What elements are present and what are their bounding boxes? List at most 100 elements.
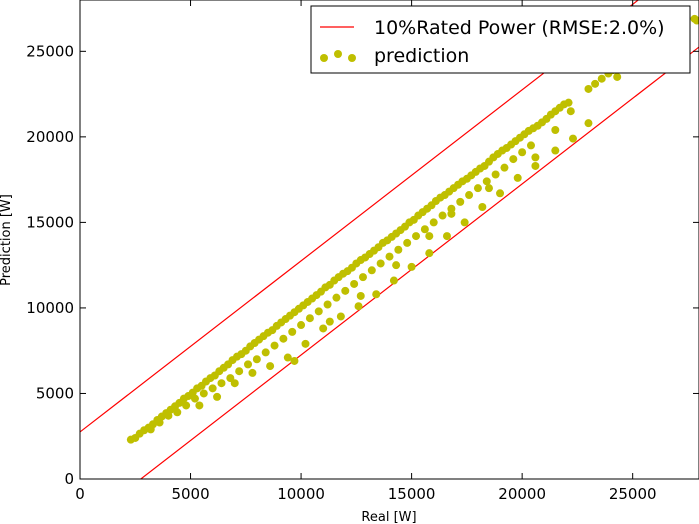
data-point xyxy=(190,394,199,403)
data-point xyxy=(518,148,527,157)
data-point xyxy=(367,266,376,275)
data-point xyxy=(564,98,573,107)
data-point xyxy=(332,293,341,302)
y-tick-label: 25000 xyxy=(26,42,74,60)
y-tick-label: 20000 xyxy=(26,128,74,146)
data-point xyxy=(531,153,540,162)
data-point xyxy=(425,249,434,258)
data-point xyxy=(613,72,622,81)
data-point xyxy=(376,259,385,268)
plot-area xyxy=(79,0,699,480)
data-point xyxy=(195,401,204,410)
data-point xyxy=(385,252,394,261)
data-point xyxy=(482,177,491,186)
data-point xyxy=(208,384,217,393)
data-point xyxy=(173,408,182,417)
data-point xyxy=(597,74,606,83)
data-point xyxy=(526,141,535,150)
data-point xyxy=(213,392,222,401)
data-point xyxy=(389,276,398,285)
data-point xyxy=(412,232,421,241)
data-point xyxy=(199,389,208,398)
data-point xyxy=(403,238,412,247)
data-point xyxy=(336,312,345,321)
data-point xyxy=(325,317,334,326)
data-point xyxy=(356,291,365,300)
data-point xyxy=(341,286,350,295)
data-point xyxy=(182,401,191,410)
data-point xyxy=(164,411,173,420)
legend-dot xyxy=(320,54,328,62)
data-point xyxy=(491,170,500,179)
legend-dot xyxy=(334,50,342,58)
data-point xyxy=(484,184,493,193)
data-point xyxy=(354,302,363,311)
data-point xyxy=(283,353,292,362)
data-point xyxy=(350,279,359,288)
data-point xyxy=(438,211,447,220)
data-point xyxy=(358,273,367,282)
data-point xyxy=(584,119,593,128)
data-point xyxy=(566,107,575,116)
legend-box xyxy=(310,5,691,74)
data-point xyxy=(394,245,403,254)
data-point xyxy=(500,163,509,172)
x-tick-label: 15000 xyxy=(388,485,436,503)
data-point xyxy=(323,300,332,309)
data-point xyxy=(465,191,474,200)
data-point xyxy=(155,418,164,427)
data-point xyxy=(261,348,270,357)
data-point xyxy=(447,209,456,218)
y-tick-label: 0 xyxy=(64,470,74,488)
data-point xyxy=(372,290,381,299)
data-point xyxy=(568,134,577,143)
data-point xyxy=(442,232,451,241)
plot-frame xyxy=(79,0,699,480)
legend-band-label: 10%Rated Power (RMSE:2.0%) xyxy=(374,17,665,39)
data-point xyxy=(301,339,310,348)
data-point xyxy=(473,184,482,193)
band-line-lower xyxy=(139,46,699,479)
data-point xyxy=(248,368,257,377)
data-point xyxy=(279,334,288,343)
data-point xyxy=(456,197,465,206)
data-point xyxy=(551,146,560,155)
data-point xyxy=(531,161,540,170)
data-point xyxy=(425,232,434,241)
data-point xyxy=(496,189,505,198)
scatter-points xyxy=(126,14,699,444)
data-point xyxy=(288,327,297,336)
data-point xyxy=(235,367,244,376)
data-point xyxy=(270,341,279,350)
data-point xyxy=(244,360,253,369)
legend-prediction-swatch xyxy=(320,50,356,62)
x-tick-label: 0 xyxy=(75,485,85,503)
data-point xyxy=(230,379,239,388)
x-axis-ticks: 0 5000 10000 15000 20000 25000 xyxy=(75,0,657,503)
x-tick-label: 10000 xyxy=(277,485,325,503)
y-axis-label: Prediction [W] xyxy=(0,194,14,286)
x-tick-label: 25000 xyxy=(609,485,657,503)
data-point xyxy=(513,173,522,182)
data-point xyxy=(509,155,518,164)
data-point xyxy=(460,218,469,227)
data-point xyxy=(319,324,328,333)
y-tick-label: 5000 xyxy=(36,384,74,402)
data-point xyxy=(252,355,261,364)
data-point xyxy=(551,126,560,135)
data-point xyxy=(314,307,323,316)
legend-dot xyxy=(348,54,356,62)
y-axis-ticks: 0 5000 10000 15000 20000 25000 xyxy=(26,42,699,488)
data-point xyxy=(217,379,226,388)
data-point xyxy=(420,225,429,234)
legend-prediction-label: prediction xyxy=(374,45,469,67)
y-tick-label: 15000 xyxy=(26,213,74,231)
data-point xyxy=(429,218,438,227)
data-point xyxy=(146,425,155,434)
data-point xyxy=(305,314,314,323)
data-point xyxy=(591,79,600,88)
y-tick-label: 10000 xyxy=(26,299,74,317)
legend: 10%Rated Power (RMSE:2.0%) prediction xyxy=(310,5,691,74)
data-point xyxy=(266,362,275,371)
